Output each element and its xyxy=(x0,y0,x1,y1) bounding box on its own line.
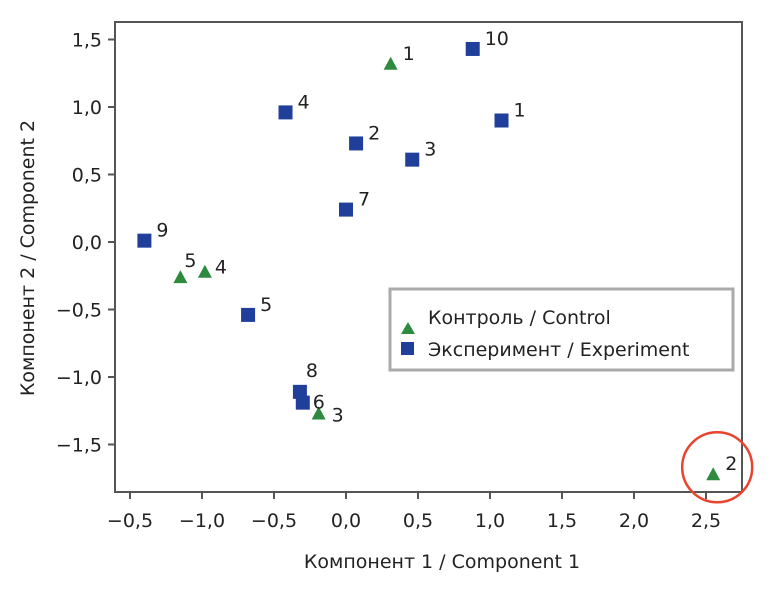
experiment-point xyxy=(465,41,480,56)
point-label: 4 xyxy=(298,91,310,113)
legend-square-icon xyxy=(401,342,414,355)
x-tick-label: −1,0 xyxy=(179,510,225,532)
point-label: 3 xyxy=(424,139,436,161)
control-point xyxy=(197,264,212,278)
control-point xyxy=(311,406,326,420)
control-point xyxy=(173,270,188,284)
point-label: 4 xyxy=(215,257,227,279)
point-label: 1 xyxy=(403,43,415,65)
point-label: 2 xyxy=(725,453,737,475)
legend-control: Контроль / Control xyxy=(428,307,611,329)
y-tick-label: −1,5 xyxy=(56,435,102,457)
y-tick-label: 1,5 xyxy=(72,30,102,52)
control-point xyxy=(706,467,721,481)
point-label: 7 xyxy=(358,189,370,211)
x-tick-label: 2,5 xyxy=(691,510,721,532)
y-axis-label: Компонент 2 / Component 2 xyxy=(17,120,39,396)
legend: Контроль / Control Эксперимент / Experim… xyxy=(388,287,735,372)
experiment-point xyxy=(137,233,152,248)
point-label: 10 xyxy=(485,28,509,50)
y-tick-label: −1,0 xyxy=(56,367,102,389)
control-point xyxy=(383,56,398,70)
point-label: 8 xyxy=(306,360,318,382)
x-tick-label: −0,5 xyxy=(107,510,153,532)
x-tick-label: 0,5 xyxy=(403,510,433,532)
y-tick-label: 0,5 xyxy=(72,165,102,187)
experiment-point xyxy=(295,395,310,410)
x-tick-label: −0,5 xyxy=(251,510,297,532)
y-tick-label: 1,0 xyxy=(72,97,102,119)
experiment-point xyxy=(494,113,509,128)
experiment-point xyxy=(278,105,293,120)
y-tick-label: −0,5 xyxy=(56,300,102,322)
x-axis-label: Компонент 1 / Component 1 xyxy=(304,551,580,573)
legend-experiment: Эксперимент / Experiment xyxy=(428,339,689,361)
point-label: 1 xyxy=(514,100,526,122)
x-tick-label: 1,5 xyxy=(547,510,577,532)
highlight-circle xyxy=(680,430,754,504)
experiment-point xyxy=(405,152,420,167)
experiment-point xyxy=(241,307,256,322)
legend-triangle-icon xyxy=(401,322,415,334)
point-label: 6 xyxy=(313,392,325,414)
point-label: 3 xyxy=(332,404,344,426)
x-tick-label: 0,0 xyxy=(331,510,361,532)
point-label: 2 xyxy=(368,122,380,144)
experiment-point xyxy=(339,202,353,217)
y-tick-label: 0,0 xyxy=(72,232,102,254)
x-tick-label: 2,0 xyxy=(619,510,649,532)
plot-frame xyxy=(114,21,743,493)
x-tick-label: 1,0 xyxy=(475,510,505,532)
point-label: 5 xyxy=(184,250,196,272)
point-label: 9 xyxy=(156,220,168,242)
point-label: 5 xyxy=(260,294,272,316)
experiment-point xyxy=(349,136,364,151)
experiment-point xyxy=(292,384,307,399)
